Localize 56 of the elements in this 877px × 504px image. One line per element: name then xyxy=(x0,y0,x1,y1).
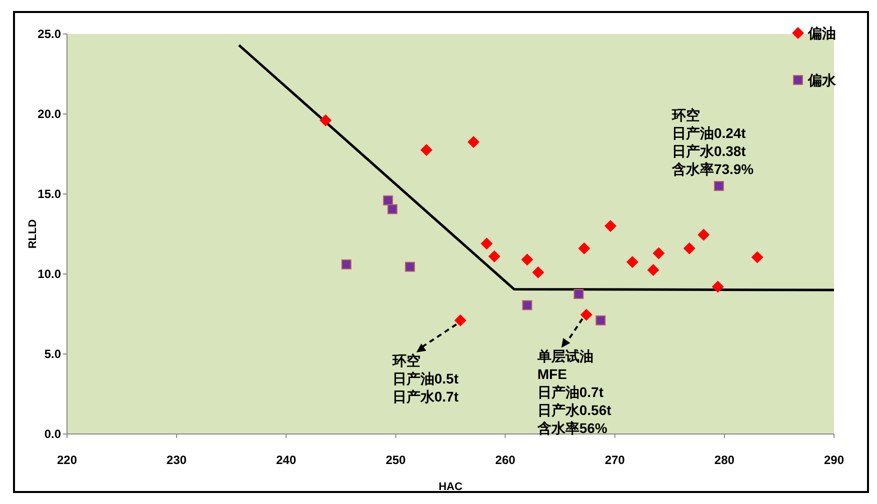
point xyxy=(714,181,724,191)
x-axis-title: HAC xyxy=(438,481,462,493)
x-tick-label: 250 xyxy=(386,453,406,467)
point xyxy=(652,247,665,260)
x-tick-label: 260 xyxy=(495,453,516,467)
point xyxy=(596,315,606,326)
x-tick-label: 280 xyxy=(714,453,735,467)
x-tick-label: 270 xyxy=(604,453,626,467)
y-tick-label: 10.0 xyxy=(38,267,62,281)
x-tick-label: 230 xyxy=(166,453,187,467)
point xyxy=(532,266,544,278)
y-tick-label: 5.0 xyxy=(44,347,62,361)
point xyxy=(383,195,394,206)
point xyxy=(683,242,696,254)
point xyxy=(647,264,660,276)
point xyxy=(580,308,592,321)
point xyxy=(320,114,332,126)
legend-label: 偏水 xyxy=(807,72,837,88)
point xyxy=(626,256,638,268)
point xyxy=(521,254,534,266)
point xyxy=(420,144,432,156)
point xyxy=(468,136,480,148)
annotation: 含水率56% xyxy=(536,420,608,436)
annotation: 单层试油 xyxy=(536,348,594,364)
point xyxy=(387,204,398,214)
annotation: 日产水0.56t xyxy=(537,402,612,418)
x-tick-label: 240 xyxy=(276,453,296,467)
x-tick-label: 220 xyxy=(56,453,78,467)
point xyxy=(454,314,466,326)
annotation: 日产油0.7t xyxy=(537,384,604,400)
annotation: 日产油0.24t xyxy=(672,125,746,141)
annotation: 环空 xyxy=(670,107,700,123)
point xyxy=(574,289,584,299)
x-tick-label: 290 xyxy=(824,453,844,467)
y-tick-label: 0.0 xyxy=(44,427,62,441)
point xyxy=(712,280,724,293)
point xyxy=(578,242,590,254)
point xyxy=(698,228,710,241)
y-axis-title: RLLD xyxy=(27,219,39,249)
point xyxy=(604,220,616,232)
annotation: 日产水0.38t xyxy=(672,143,746,159)
point xyxy=(522,300,532,310)
legend-label: 偏油 xyxy=(807,25,836,41)
annotation: MFE xyxy=(537,366,567,382)
annotation: 日产水0.7t xyxy=(392,388,459,404)
annotation: 环空 xyxy=(391,352,420,368)
point xyxy=(404,262,415,272)
annotation: 日产油0.5t xyxy=(392,370,459,386)
y-tick-label: 15.0 xyxy=(38,187,62,201)
annotation: 含水率73.9% xyxy=(670,161,754,177)
point xyxy=(341,259,352,270)
y-tick-label: 20.0 xyxy=(38,107,62,121)
point xyxy=(751,251,764,264)
point xyxy=(480,238,493,250)
y-tick-label: 25.0 xyxy=(38,27,62,41)
point xyxy=(488,250,500,262)
